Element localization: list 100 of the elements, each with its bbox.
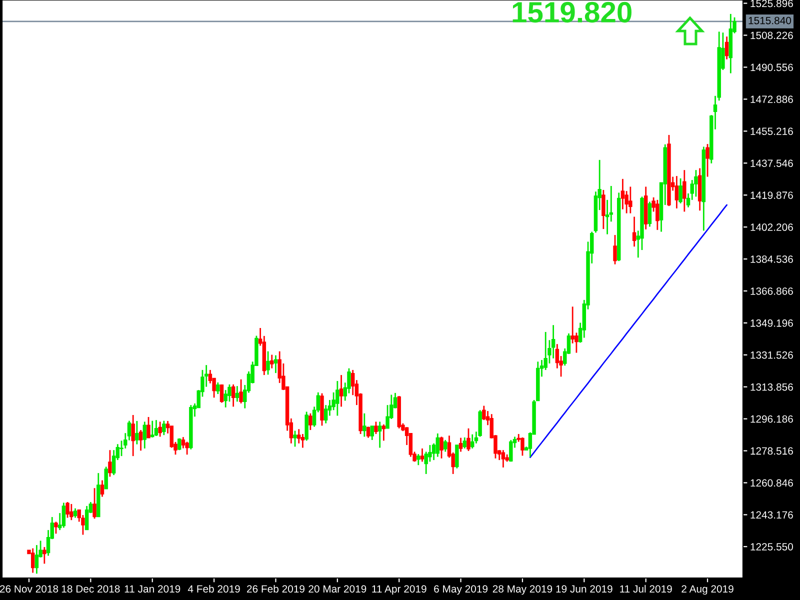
candlestick (455, 444, 459, 470)
candlestick (374, 421, 378, 435)
candlestick (73, 508, 78, 518)
x-tick-label: 28 May 2019 (492, 585, 552, 595)
annotation: 1519.820 (512, 2, 632, 23)
candlestick (706, 143, 710, 178)
candlestick (362, 412, 366, 438)
x-tick-label: 18 Dec 2018 (62, 585, 120, 593)
x-tick-label: 26 Nov 2018 (0, 585, 58, 593)
candlestick (462, 436, 467, 450)
candlestick (628, 186, 632, 214)
candlestick (724, 36, 729, 60)
candlestick (239, 378, 243, 404)
candlestick (444, 439, 448, 452)
candlestick (300, 433, 305, 448)
candlestick (62, 502, 66, 528)
y-tick-label: 1402.206 (750, 224, 793, 231)
candlestick (293, 430, 297, 448)
candlestick (42, 546, 46, 564)
x-tick-label: 19 Jun 2019 (556, 585, 612, 593)
y-tick-label: 1260.846 (750, 479, 793, 487)
candlestick (501, 449, 506, 468)
y-tick-label: 1331.526 (750, 351, 793, 359)
candlestick (656, 199, 660, 231)
candlestick (551, 324, 556, 360)
candlestick (296, 428, 301, 444)
candlestick (266, 350, 270, 376)
candlestick (308, 412, 312, 431)
candlestick (520, 436, 524, 456)
x-tick-label: 11 Jul 2019 (620, 584, 672, 593)
candlestick (104, 466, 108, 490)
x-tick-label: 2 Aug 2019 (682, 585, 734, 595)
candlestick (30, 548, 35, 574)
x-tick-label: 20 Mar 2019 (308, 585, 366, 593)
candlestick (382, 424, 386, 442)
candlestick (146, 416, 150, 438)
candlestick (108, 449, 112, 478)
candlestick (440, 436, 444, 460)
y-tick-label: 1243.176 (750, 511, 793, 519)
y-tick-label: 1508.226 (750, 32, 793, 40)
candlestick (231, 384, 236, 408)
x-tick-label: 6 May 2019 (434, 585, 488, 595)
candlestick (131, 414, 135, 457)
x-tick-label: 4 Feb 2019 (188, 584, 240, 593)
y-tick-label: 1296.186 (750, 415, 793, 423)
candlestick (34, 544, 39, 574)
y-tick-label: 1313.856 (750, 383, 793, 391)
y-tick-label: 1278.516 (750, 447, 793, 455)
candlestick (138, 429, 143, 452)
candlestick (54, 521, 58, 534)
candlestick (158, 421, 162, 438)
candlestick (613, 234, 617, 265)
y-tick-label: 1455.216 (750, 128, 793, 136)
candlestick (458, 437, 463, 452)
candlestick (66, 501, 70, 518)
y-tick-label: 1490.556 (750, 64, 793, 72)
candlestick (470, 434, 474, 450)
y-tick-label: 1349.196 (750, 319, 793, 327)
candlestick (482, 405, 486, 421)
candlestick (682, 169, 686, 212)
candlestick (84, 505, 89, 530)
candlestick (632, 216, 636, 248)
ref-line-label: 1515.840 (748, 16, 792, 24)
y-tick-label: 1525.896 (750, 0, 793, 8)
candlestick (70, 503, 74, 521)
candlestick (648, 201, 652, 228)
x-tick-label: 11 Apr 2019 (372, 585, 426, 595)
candlestick (674, 175, 679, 210)
candlestick (509, 439, 513, 462)
candlestick (100, 480, 104, 498)
y-tick-label: 1366.866 (750, 287, 793, 295)
candlestick (466, 428, 470, 452)
candlestick (370, 425, 374, 441)
candlestick (420, 448, 424, 462)
candlestick (154, 419, 158, 437)
candlestick (220, 384, 224, 404)
candlestick (339, 374, 344, 408)
y-tick-label: 1437.546 (750, 160, 793, 167)
candlestick (694, 169, 698, 198)
candlestick (216, 382, 220, 395)
y-tick-label: 1225.550 (750, 543, 793, 550)
x-tick-label: 26 Feb 2019 (247, 584, 304, 593)
candlestick (135, 420, 139, 446)
candlestick (416, 453, 420, 466)
candlestick (270, 354, 274, 370)
candlestick (162, 420, 166, 436)
x-tick-label: 11 Jan 2019 (124, 585, 180, 593)
candlestick (602, 189, 606, 230)
candlestick (185, 441, 189, 456)
candlestick (92, 487, 96, 520)
candlestick (150, 420, 154, 438)
candlestick (620, 178, 625, 210)
candlestick (378, 421, 382, 448)
candlestick (274, 354, 278, 374)
candlestick (336, 380, 340, 416)
candlestick (235, 385, 240, 402)
candlestick (570, 306, 574, 344)
candlestick (324, 404, 328, 424)
line-series (529, 204, 728, 458)
y-tick-label: 1419.876 (750, 192, 793, 199)
